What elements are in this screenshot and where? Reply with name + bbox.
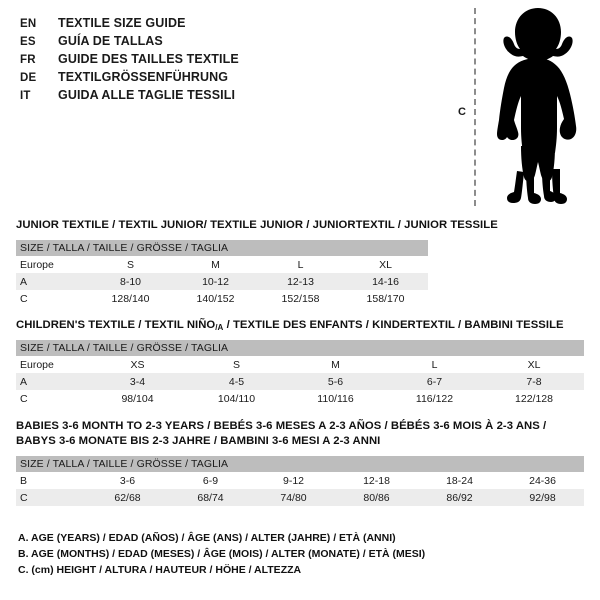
cell-value: 62/68 [86, 489, 169, 506]
cell-value: 8-10 [88, 273, 173, 290]
cell-value: 116/122 [385, 390, 484, 407]
row-label: A [16, 273, 88, 290]
cell-value: 68/74 [169, 489, 252, 506]
language-row: FR GUIDE DES TAILLES TEXTILE [20, 50, 440, 68]
table-row: A 8-10 10-12 12-13 14-16 [16, 273, 429, 290]
cell-value: 3-4 [88, 373, 187, 390]
table-row: B 3-6 6-9 9-12 12-18 18-24 24-36 [16, 472, 585, 489]
language-row: DE TEXTILGRÖSSENFÜHRUNG [20, 68, 440, 86]
cell-value: S [187, 356, 286, 373]
row-label: Europe [16, 356, 88, 373]
table-header-bar: SIZE / TALLA / TAILLE / GRÖSSE / TAGLIA [16, 240, 429, 256]
children-table-heading: CHILDREN'S TEXTILE / TEXTIL NIÑO/A / TEX… [16, 318, 584, 333]
language-title: GUIDE DES TAILLES TEXTILE [58, 52, 239, 66]
language-code: EN [20, 18, 37, 30]
size-bar-label: SIZE / TALLA / TAILLE / GRÖSSE / TAGLIA [16, 240, 429, 256]
row-label: B [16, 472, 86, 489]
babies-textile-section: BABIES 3-6 MONTH TO 2-3 YEARS / BEBÉS 3-… [16, 419, 585, 506]
toddler-silhouette-icon [497, 8, 577, 204]
babies-table-heading-line1: BABIES 3-6 MONTH TO 2-3 YEARS / BEBÉS 3-… [16, 420, 547, 432]
cell-value: 4-5 [187, 373, 286, 390]
cell-value: XS [88, 356, 187, 373]
cell-value: 80/86 [335, 489, 418, 506]
size-bar-label: SIZE / TALLA / TAILLE / GRÖSSE / TAGLIA [16, 456, 585, 472]
cell-value: 3-6 [86, 472, 169, 489]
cell-value: 14-16 [343, 273, 429, 290]
junior-textile-section: JUNIOR TEXTILE / TEXTIL JUNIOR/ TEXTILE … [16, 218, 498, 307]
language-title: GUIDA ALLE TAGLIE TESSILI [58, 88, 236, 102]
language-code: IT [20, 90, 31, 102]
cell-value: 18-24 [418, 472, 501, 489]
language-row: IT GUIDA ALLE TAGLIE TESSILI [20, 86, 440, 104]
table-header-bar: SIZE / TALLA / TAILLE / GRÖSSE / TAGLIA [16, 456, 585, 472]
junior-table-heading: JUNIOR TEXTILE / TEXTIL JUNIOR/ TEXTILE … [16, 219, 498, 231]
cell-value: 140/152 [173, 290, 258, 307]
row-label: A [16, 373, 88, 390]
legend-line-b: B. AGE (MONTHS) / EDAD (MESES) / ÂGE (MO… [18, 548, 426, 560]
cell-value: 12-13 [258, 273, 343, 290]
cell-value: 152/158 [258, 290, 343, 307]
row-label: C [16, 390, 88, 407]
language-code: ES [20, 36, 36, 48]
table-row: Europe XS S M L XL [16, 356, 584, 373]
cell-value: 92/98 [501, 489, 585, 506]
cell-value: 10-12 [173, 273, 258, 290]
cell-value: M [173, 256, 258, 273]
cell-value: 98/104 [88, 390, 187, 407]
junior-size-table: SIZE / TALLA / TAILLE / GRÖSSE / TAGLIA … [16, 240, 429, 307]
cell-value: M [286, 356, 385, 373]
cell-value: 9-12 [252, 472, 335, 489]
babies-size-table: SIZE / TALLA / TAILLE / GRÖSSE / TAGLIA … [16, 456, 585, 506]
cell-value: S [88, 256, 173, 273]
language-row: EN TEXTILE SIZE GUIDE [20, 14, 440, 32]
children-size-table: SIZE / TALLA / TAILLE / GRÖSSE / TAGLIA … [16, 340, 584, 407]
cell-value: 128/140 [88, 290, 173, 307]
cell-value: 86/92 [418, 489, 501, 506]
children-heading-subscript: /A [215, 323, 224, 332]
children-heading-part2: / TEXTILE DES ENFANTS / KINDERTEXTIL / B… [223, 319, 564, 331]
cell-value: 104/110 [187, 390, 286, 407]
cell-value: XL [343, 256, 429, 273]
language-title: TEXTILE SIZE GUIDE [58, 16, 186, 30]
legend-line-c: C. (cm) HEIGHT / ALTURA / HAUTEUR / HÖHE… [18, 564, 302, 576]
table-row: C 62/68 68/74 74/80 80/86 86/92 92/98 [16, 489, 585, 506]
cell-value: 74/80 [252, 489, 335, 506]
language-title: GUÍA DE TALLAS [58, 34, 163, 48]
cell-value: 6-9 [169, 472, 252, 489]
size-bar-label: SIZE / TALLA / TAILLE / GRÖSSE / TAGLIA [16, 340, 584, 356]
table-header-bar: SIZE / TALLA / TAILLE / GRÖSSE / TAGLIA [16, 340, 584, 356]
height-dashed-line [474, 8, 476, 206]
legend-line-a: A. AGE (YEARS) / EDAD (AÑOS) / ÂGE (ANS)… [18, 532, 396, 544]
cell-value: 5-6 [286, 373, 385, 390]
cell-value: 122/128 [484, 390, 584, 407]
table-row: C 128/140 140/152 152/158 158/170 [16, 290, 429, 307]
language-row: ES GUÍA DE TALLAS [20, 32, 440, 50]
row-label: C [16, 489, 86, 506]
language-code: FR [20, 54, 36, 66]
cell-value: L [258, 256, 343, 273]
height-illustration: C [448, 0, 598, 210]
legend-block: A. AGE (YEARS) / EDAD (AÑOS) / ÂGE (ANS)… [18, 530, 538, 578]
table-row: Europe S M L XL [16, 256, 429, 273]
cell-value: 158/170 [343, 290, 429, 307]
row-label: C [16, 290, 88, 307]
babies-table-heading-line2: BABYS 3-6 MONATE BIS 2-3 JAHRE / BAMBINI… [16, 435, 381, 447]
language-header-block: EN TEXTILE SIZE GUIDE ES GUÍA DE TALLAS … [20, 14, 440, 104]
cell-value: 110/116 [286, 390, 385, 407]
table-row: C 98/104 104/110 110/116 116/122 122/128 [16, 390, 584, 407]
language-title: TEXTILGRÖSSENFÜHRUNG [58, 70, 229, 84]
children-textile-section: CHILDREN'S TEXTILE / TEXTIL NIÑO/A / TEX… [16, 318, 584, 407]
cell-value: 7-8 [484, 373, 584, 390]
row-label: Europe [16, 256, 88, 273]
table-row: A 3-4 4-5 5-6 6-7 7-8 [16, 373, 584, 390]
cell-value: 6-7 [385, 373, 484, 390]
cell-value: L [385, 356, 484, 373]
cell-value: XL [484, 356, 584, 373]
height-marker-label: C [458, 106, 466, 118]
cell-value: 24-36 [501, 472, 585, 489]
language-code: DE [20, 72, 37, 84]
cell-value: 12-18 [335, 472, 418, 489]
children-heading-part1: CHILDREN'S TEXTILE / TEXTIL NIÑO [16, 319, 216, 331]
